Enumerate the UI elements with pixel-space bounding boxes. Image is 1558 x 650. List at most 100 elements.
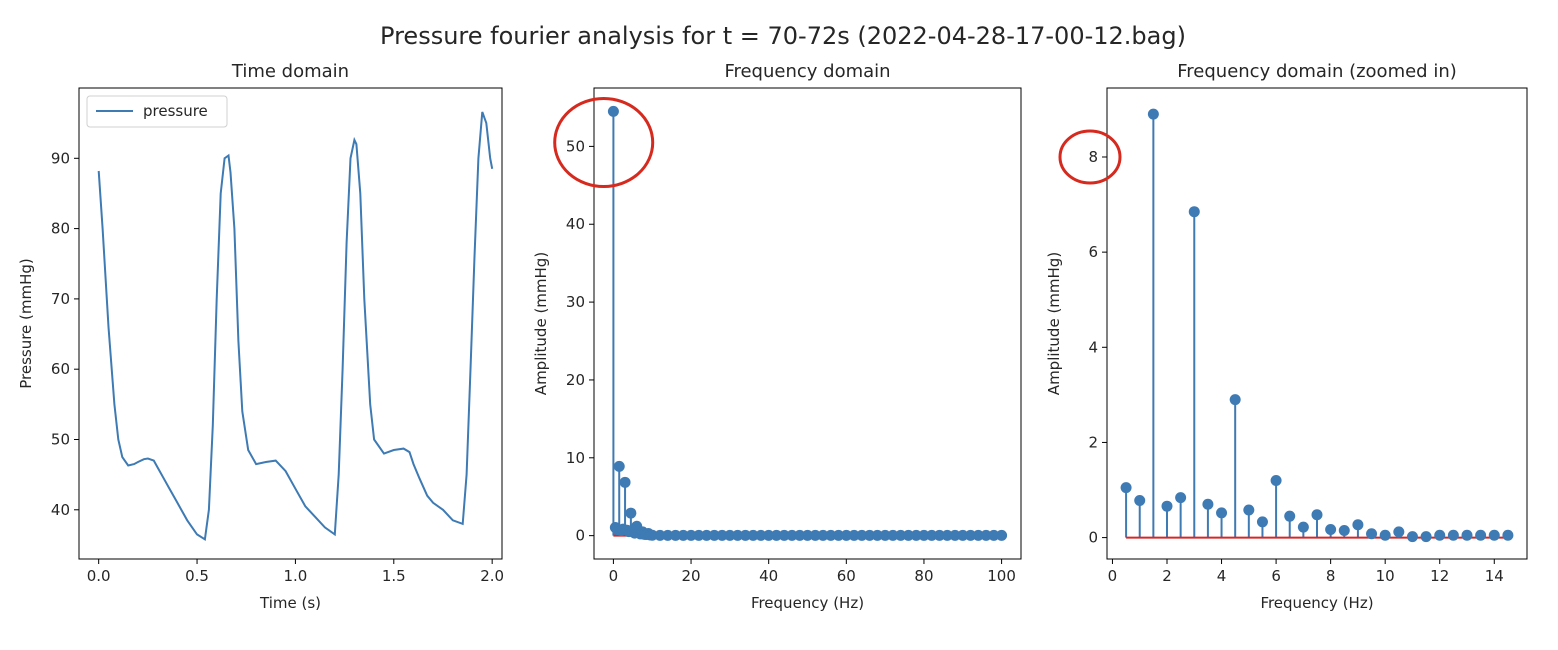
stem-marker [701, 529, 713, 541]
stem-marker [1284, 510, 1296, 522]
x-tick-label: 8 [1326, 567, 1336, 585]
stem-marker [1352, 519, 1364, 531]
stem-marker [1420, 531, 1432, 543]
panel-title: Frequency domain (zoomed in) [1177, 61, 1457, 82]
y-axis-label: Amplitude (mmHg) [532, 252, 550, 395]
x-axis-label: Frequency (Hz) [1260, 594, 1373, 612]
stem-marker [1270, 475, 1282, 486]
stem-marker [825, 529, 837, 541]
x-tick-label: 60 [837, 567, 856, 585]
stem-marker [864, 529, 876, 541]
legend-box [86, 95, 228, 128]
y-tick-label: 90 [51, 149, 70, 167]
stem-marker [1338, 524, 1350, 536]
x-tick-label: 40 [759, 567, 778, 585]
stem-marker [1434, 529, 1446, 541]
stem-marker [763, 529, 775, 541]
stem-marker [654, 529, 666, 541]
stem-marker [1134, 494, 1146, 506]
y-tick-label: 40 [51, 501, 70, 519]
stem-marker [965, 529, 977, 541]
stem-marker [933, 529, 945, 541]
stem-marker [1393, 526, 1405, 538]
panel-title: Time domain [231, 61, 349, 82]
stem-marker [794, 529, 806, 541]
stem-marker [1243, 504, 1255, 516]
stem-marker [926, 529, 938, 541]
y-axis-label: Amplitude (mmHg) [1045, 252, 1063, 395]
x-tick-label: 4 [1217, 567, 1227, 585]
stem-marker [941, 529, 953, 541]
plot-area [607, 105, 1008, 541]
stem-marker [1216, 507, 1228, 519]
x-tick-label: 12 [1430, 567, 1449, 585]
stem-marker [708, 529, 720, 541]
stem-marker [980, 529, 992, 541]
stem-marker [607, 105, 619, 117]
stem-marker [910, 529, 922, 541]
x-tick-label: 80 [914, 567, 933, 585]
x-tick-label: 100 [987, 567, 1016, 585]
x-tick-label: 2 [1162, 567, 1172, 585]
y-tick-label: 50 [51, 430, 70, 448]
stem-marker [848, 529, 860, 541]
stem-marker [1406, 531, 1418, 543]
x-tick-label: 0 [609, 567, 619, 585]
y-tick-label: 70 [51, 290, 70, 308]
stem-marker [1488, 529, 1500, 541]
y-tick-label: 10 [566, 449, 585, 467]
y-tick-label: 50 [566, 137, 585, 155]
y-axis-label: Pressure (mmHg) [17, 258, 35, 389]
series-line-pressure [97, 111, 494, 541]
stem-marker [1161, 500, 1173, 512]
annotation-circle-peak [553, 96, 655, 188]
x-tick-label: 0.5 [185, 567, 209, 585]
stem-marker [778, 529, 790, 541]
y-tick-label: 80 [51, 220, 70, 238]
stem-marker [1461, 529, 1473, 541]
stem-marker [1147, 108, 1159, 120]
figure-suptitle: Pressure fourier analysis for t = 70-72s… [380, 22, 1186, 50]
y-tick-label: 0 [1088, 529, 1098, 547]
stem-marker [786, 529, 798, 541]
stem-marker [1188, 206, 1200, 218]
legend-label: pressure [143, 102, 208, 120]
y-tick-label: 20 [566, 371, 585, 389]
stem-marker [1311, 509, 1323, 521]
stem-marker [770, 529, 782, 541]
frequency-domain-panel: Frequency domain 0 20 40 60 80 100 0 10 20 30 40 50 F… [532, 61, 1022, 612]
time-domain-panel: Time domain 0.0 0.5 1.0 1.5 2.0 40 50 60 70 80 90 Ti… [17, 61, 504, 612]
stem-marker [1366, 528, 1378, 540]
stem-marker [1229, 394, 1241, 406]
stem-marker [677, 529, 689, 541]
stem-marker [949, 529, 961, 541]
x-tick-label: 2.0 [480, 567, 504, 585]
stem-marker [732, 529, 744, 541]
stem-marker [918, 529, 930, 541]
stem-marker [1120, 482, 1132, 494]
y-tick-label: 60 [51, 360, 70, 378]
stem-marker [739, 529, 751, 541]
stem-marker [840, 529, 852, 541]
stem-marker [887, 529, 899, 541]
stem-marker [613, 460, 625, 472]
stem-marker [1447, 529, 1459, 541]
stem-marker [724, 529, 736, 541]
y-tick-label: 8 [1088, 148, 1098, 166]
stem-marker [871, 529, 883, 541]
stem-marker [1502, 529, 1514, 541]
x-tick-label: 1.0 [283, 567, 307, 585]
stem-marker [625, 507, 637, 519]
legend: pressure [86, 95, 228, 128]
stem-marker [1379, 529, 1391, 541]
stem-marker [879, 529, 891, 541]
stem-marker [972, 529, 984, 541]
axes-frame [593, 87, 1022, 560]
plot-area [1120, 108, 1514, 543]
stem-marker [662, 529, 674, 541]
stem-marker [1475, 529, 1487, 541]
axes-frame [1106, 87, 1528, 560]
stem-marker [1325, 524, 1337, 536]
stem-marker [988, 529, 1000, 541]
